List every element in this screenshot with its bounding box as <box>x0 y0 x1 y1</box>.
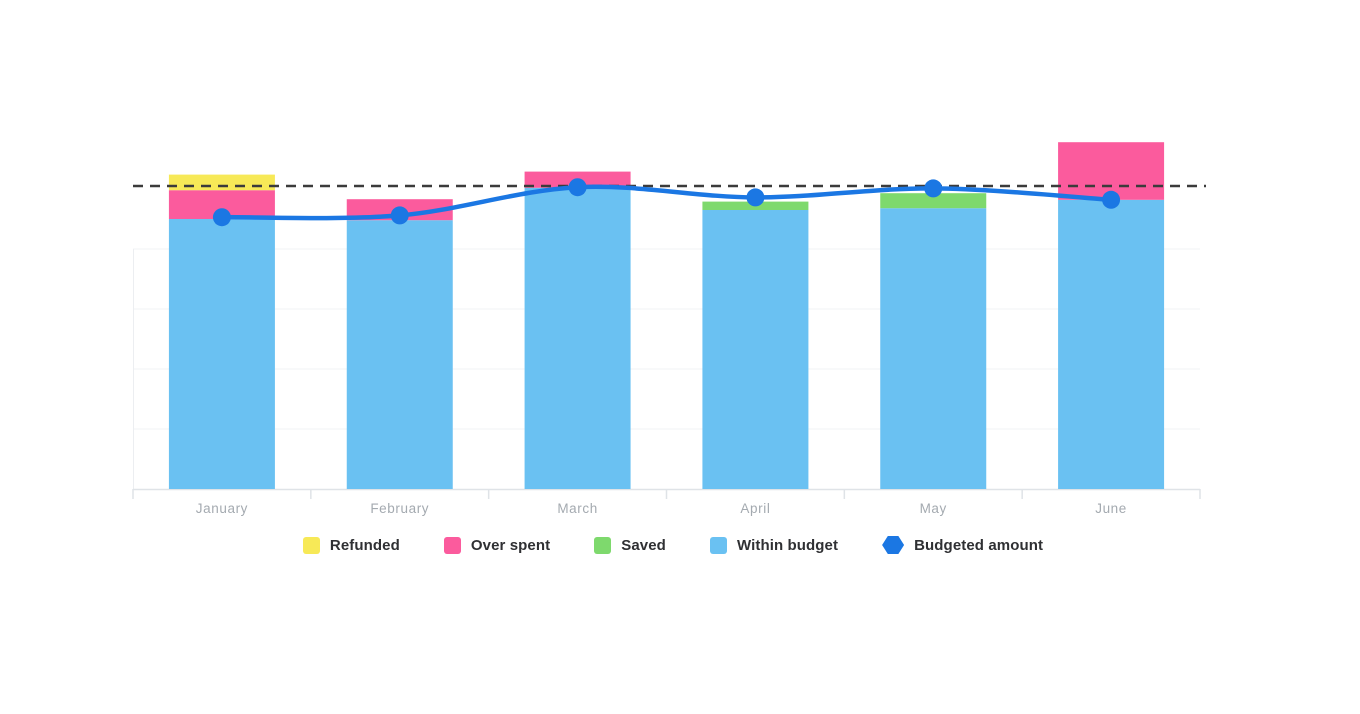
budgeted-amount-marker-february[interactable] <box>390 206 409 225</box>
refunded-swatch-icon <box>302 536 320 554</box>
legend-label-saved: Saved <box>621 536 666 554</box>
legend-item-budgeted-amount[interactable]: Budgeted amount <box>882 536 1043 554</box>
bar-segment-january-refunded[interactable] <box>168 174 275 191</box>
legend-item-within-budget[interactable]: Within budget <box>709 536 839 554</box>
legend-label-refunded: Refunded <box>329 536 400 554</box>
over-spent-swatch-icon <box>443 536 461 554</box>
budgeted-amount-marker-january[interactable] <box>212 208 231 227</box>
within-budget-swatch-icon <box>709 536 727 554</box>
budgeted-amount-marker-icon <box>882 536 905 554</box>
budgeted-amount-marker-march[interactable] <box>568 178 587 197</box>
budgeted-amount-marker-may[interactable] <box>924 179 943 198</box>
saved-swatch-icon <box>594 536 612 554</box>
bar-segment-march-within-budget[interactable] <box>524 187 631 490</box>
legend-item-saved[interactable]: Saved <box>594 536 666 554</box>
legend-label-over-spent: Over spent <box>470 536 551 554</box>
bar-segment-may-within-budget[interactable] <box>880 208 987 489</box>
budgeted-amount-line <box>219 184 1114 221</box>
chart-legend: Refunded Over spent Saved Within budget … <box>0 536 1346 554</box>
legend-item-over-spent[interactable]: Over spent <box>443 536 551 554</box>
legend-label-budgeted-amount: Budgeted amount <box>914 536 1044 554</box>
budgeted-amount-marker-june[interactable] <box>1102 190 1121 209</box>
bar-segment-april-within-budget[interactable] <box>702 210 809 489</box>
legend-item-refunded[interactable]: Refunded <box>302 536 400 554</box>
bar-segment-june-within-budget[interactable] <box>1058 199 1165 490</box>
bar-segment-june-over-spent[interactable] <box>1058 142 1165 200</box>
bar-segment-january-within-budget[interactable] <box>168 219 275 489</box>
legend-label-within-budget: Within budget <box>736 536 839 554</box>
bar-segment-february-within-budget[interactable] <box>346 220 453 489</box>
bar-segment-may-saved[interactable] <box>880 193 987 209</box>
budgeted-amount-marker-april[interactable] <box>746 188 765 207</box>
